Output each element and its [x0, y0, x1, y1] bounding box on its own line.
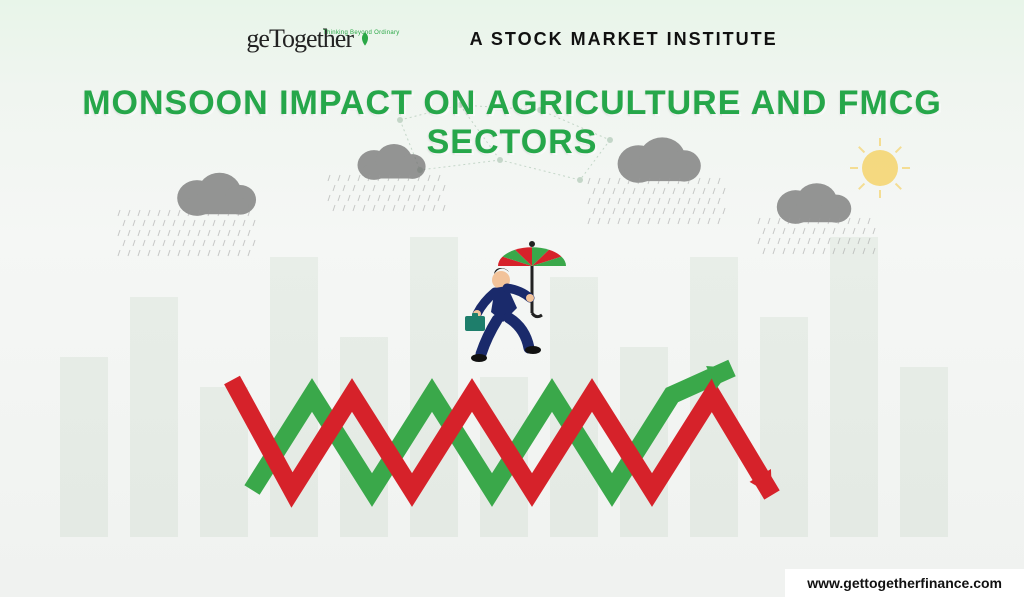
institute-label: A STOCK MARKET INSTITUTE [470, 29, 778, 50]
page-title: MONSOON IMPACT ON AGRICULTURE AND FMCG S… [0, 84, 1024, 162]
header: geTogether Thinking Beyond Ordinary A ST… [0, 0, 1024, 54]
logo: geTogether [246, 24, 373, 54]
footer-url: www.gettogetherfinance.com [785, 569, 1024, 597]
chart-scene [0, 270, 1024, 560]
logo-subtext: Thinking Beyond Ordinary [323, 30, 400, 36]
logo-text: geTogether [246, 24, 353, 54]
running-person [437, 228, 587, 383]
